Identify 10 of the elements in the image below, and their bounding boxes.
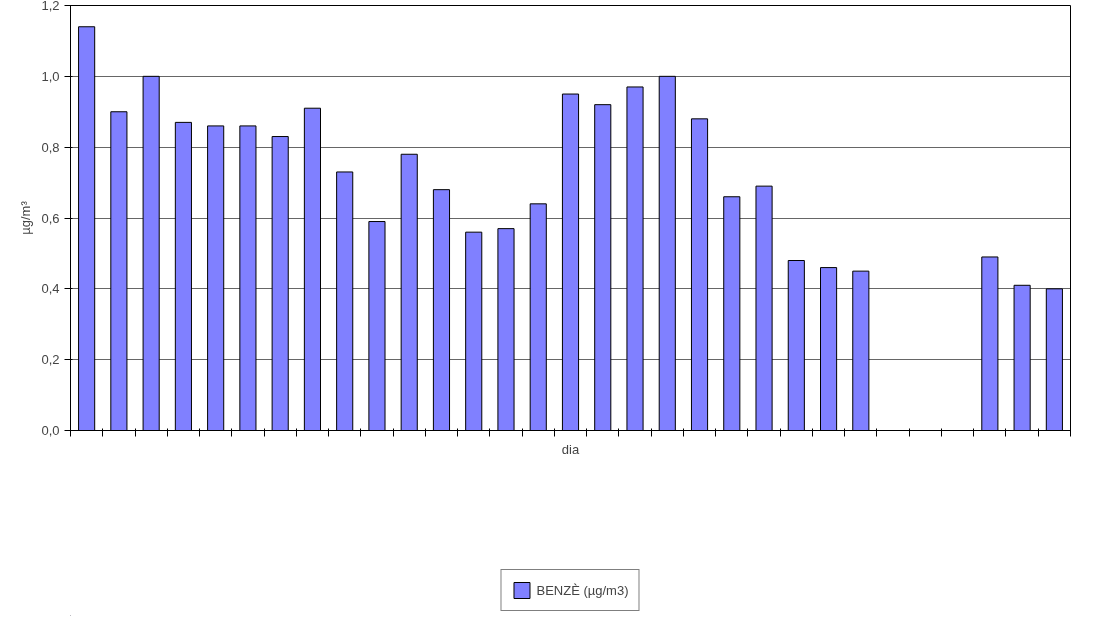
y-tick-label: 0,0 (41, 423, 60, 438)
y-axis-title: µg/m³ (18, 200, 34, 235)
y-tick-label: 0,8 (41, 139, 60, 155)
y-tick-label: 1,2 (41, 0, 60, 13)
y-tick-label: 0,6 (41, 210, 60, 226)
legend-label: BENZÈ (µg/m3) (536, 582, 629, 598)
y-tick-label: 1,0 (41, 68, 60, 84)
x-axis-title: dia (561, 441, 580, 457)
y-tick-label: 0,4 (41, 281, 60, 297)
y-tick-label: 0,2 (41, 352, 60, 368)
